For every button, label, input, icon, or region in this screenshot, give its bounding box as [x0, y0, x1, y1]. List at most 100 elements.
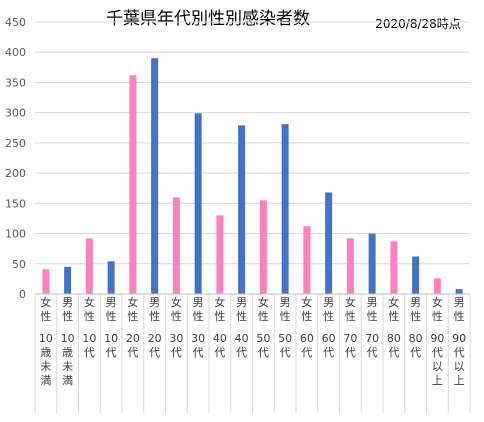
x-tick-label: 女性 90 代以上 — [427, 296, 449, 413]
x-tick-char: 60 — [299, 332, 314, 345]
x-tick-char: 女 — [301, 296, 313, 309]
y-tick-label: 450 — [5, 16, 26, 29]
x-tick-char: 性 — [410, 310, 422, 323]
x-tick-char: 代 — [192, 346, 204, 359]
y-tick-label: 0 — [19, 288, 26, 301]
x-tick-char: 性 — [366, 310, 378, 323]
bar-female — [129, 75, 137, 295]
x-tick-char: 女 — [257, 296, 269, 309]
x-tick-char: 30 — [191, 332, 206, 345]
x-tick-char: 性 — [323, 310, 335, 323]
x-tick-char: 代 — [301, 346, 313, 359]
x-tick-char: 代 — [149, 346, 161, 359]
x-tick-char: 10 — [38, 332, 53, 345]
bar-male — [412, 256, 420, 294]
bar-male — [238, 125, 246, 294]
y-tick-label: 150 — [5, 197, 26, 210]
gridlines — [35, 21, 470, 265]
x-tick-char: 性 — [279, 310, 291, 323]
x-tick-char: 歳 — [40, 346, 52, 359]
x-tick-char: 70 — [343, 332, 358, 345]
bar-female — [259, 200, 267, 294]
x-tick-char: 性 — [149, 310, 161, 323]
x-tick-char: 性 — [236, 310, 248, 323]
x-tick-label: 男性 50 代 — [274, 296, 296, 413]
bars — [42, 58, 463, 295]
x-tick-char: 10 — [82, 332, 97, 345]
x-tick-char: 男 — [366, 296, 378, 309]
x-tick-char: 未 — [40, 360, 52, 373]
x-tick-label: 女性 80 代 — [383, 296, 405, 413]
x-tick-label: 女性 10 代 — [79, 296, 101, 413]
x-tick-char: 女 — [431, 296, 443, 309]
x-tick-label: 男性 60 代 — [318, 296, 340, 413]
bar-male — [107, 261, 115, 294]
x-tick-label: 男性 10 代 — [100, 296, 122, 413]
x-tick-char: 代 — [431, 346, 443, 359]
bar-male — [455, 289, 463, 294]
x-tick-char: 代 — [410, 346, 422, 359]
x-tick-char: 上 — [453, 374, 465, 387]
x-tick-char: 30 — [169, 332, 184, 345]
x-tick-char: 女 — [127, 296, 139, 309]
x-tick-char: 以 — [453, 360, 465, 373]
x-tick-char: 未 — [62, 360, 74, 373]
x-tick-char: 代 — [323, 346, 335, 359]
x-tick-char: 代 — [170, 346, 182, 359]
x-tick-char: 女 — [214, 296, 226, 309]
x-tick-char: 性 — [62, 310, 74, 323]
bar-male — [194, 113, 202, 294]
y-tick-label: 50 — [12, 258, 26, 271]
bar-female — [390, 241, 398, 294]
x-tick-char: 代 — [127, 346, 139, 359]
bar-female — [216, 215, 224, 294]
x-tick-label: 女性 60 代 — [296, 296, 318, 413]
x-tick-label: 女性 20 代 — [122, 296, 144, 413]
y-tick-label: 100 — [5, 228, 26, 241]
bar-female — [433, 278, 441, 294]
x-tick-char: 80 — [386, 332, 401, 345]
y-tick-label: 200 — [5, 167, 26, 180]
x-tick-label: 女性 50 代 — [253, 296, 275, 413]
bar-female — [346, 238, 354, 294]
x-tick-char: 代 — [105, 346, 117, 359]
x-tick-char: 性 — [388, 310, 400, 323]
x-tick-char: 性 — [453, 310, 465, 323]
x-tick-label: 男性 70 代 — [361, 296, 383, 413]
x-tick-char: 50 — [256, 332, 271, 345]
y-tick-label: 300 — [5, 107, 26, 120]
x-tick-char: 50 — [278, 332, 293, 345]
x-tick-char: 性 — [301, 310, 313, 323]
x-tick-char: 40 — [234, 332, 249, 345]
x-tick-char: 40 — [212, 332, 227, 345]
x-tick-char: 代 — [279, 346, 291, 359]
x-tick-char: 代 — [366, 346, 378, 359]
x-tick-label: 男性 90 代以上 — [448, 296, 470, 413]
x-tick-char: 男 — [279, 296, 291, 309]
x-tick-char: 性 — [431, 310, 443, 323]
x-tick-label: 男性 20 代 — [144, 296, 166, 413]
x-tick-char: 性 — [192, 310, 204, 323]
x-tick-char: 男 — [453, 296, 465, 309]
bar-male — [281, 124, 289, 294]
x-tick-label: 男性 80 代 — [405, 296, 427, 413]
x-tick-char: 性 — [127, 310, 139, 323]
x-tick-char: 歳 — [62, 346, 74, 359]
x-tick-char: 女 — [170, 296, 182, 309]
x-tick-char: 性 — [344, 310, 356, 323]
x-tick-char: 20 — [147, 332, 162, 345]
x-tick-char: 10 — [104, 332, 119, 345]
x-tick-char: 満 — [40, 374, 52, 387]
bar-female — [172, 197, 180, 294]
x-tick-label: 男性 30 代 — [187, 296, 209, 413]
chart-title: 千葉県年代別性別感染者数 — [106, 9, 310, 29]
x-tick-char: 代 — [236, 346, 248, 359]
y-axis-ticks: 0 50 100 150 200 250 300 350 400 450 — [5, 16, 26, 301]
x-tick-label: 女性 10 歳未満 — [35, 296, 57, 413]
x-tick-char: 男 — [323, 296, 335, 309]
x-tick-label: 女性 30 代 — [166, 296, 188, 413]
x-tick-char: 性 — [170, 310, 182, 323]
x-tick-char: 満 — [62, 374, 74, 387]
x-tick-char: 60 — [321, 332, 336, 345]
